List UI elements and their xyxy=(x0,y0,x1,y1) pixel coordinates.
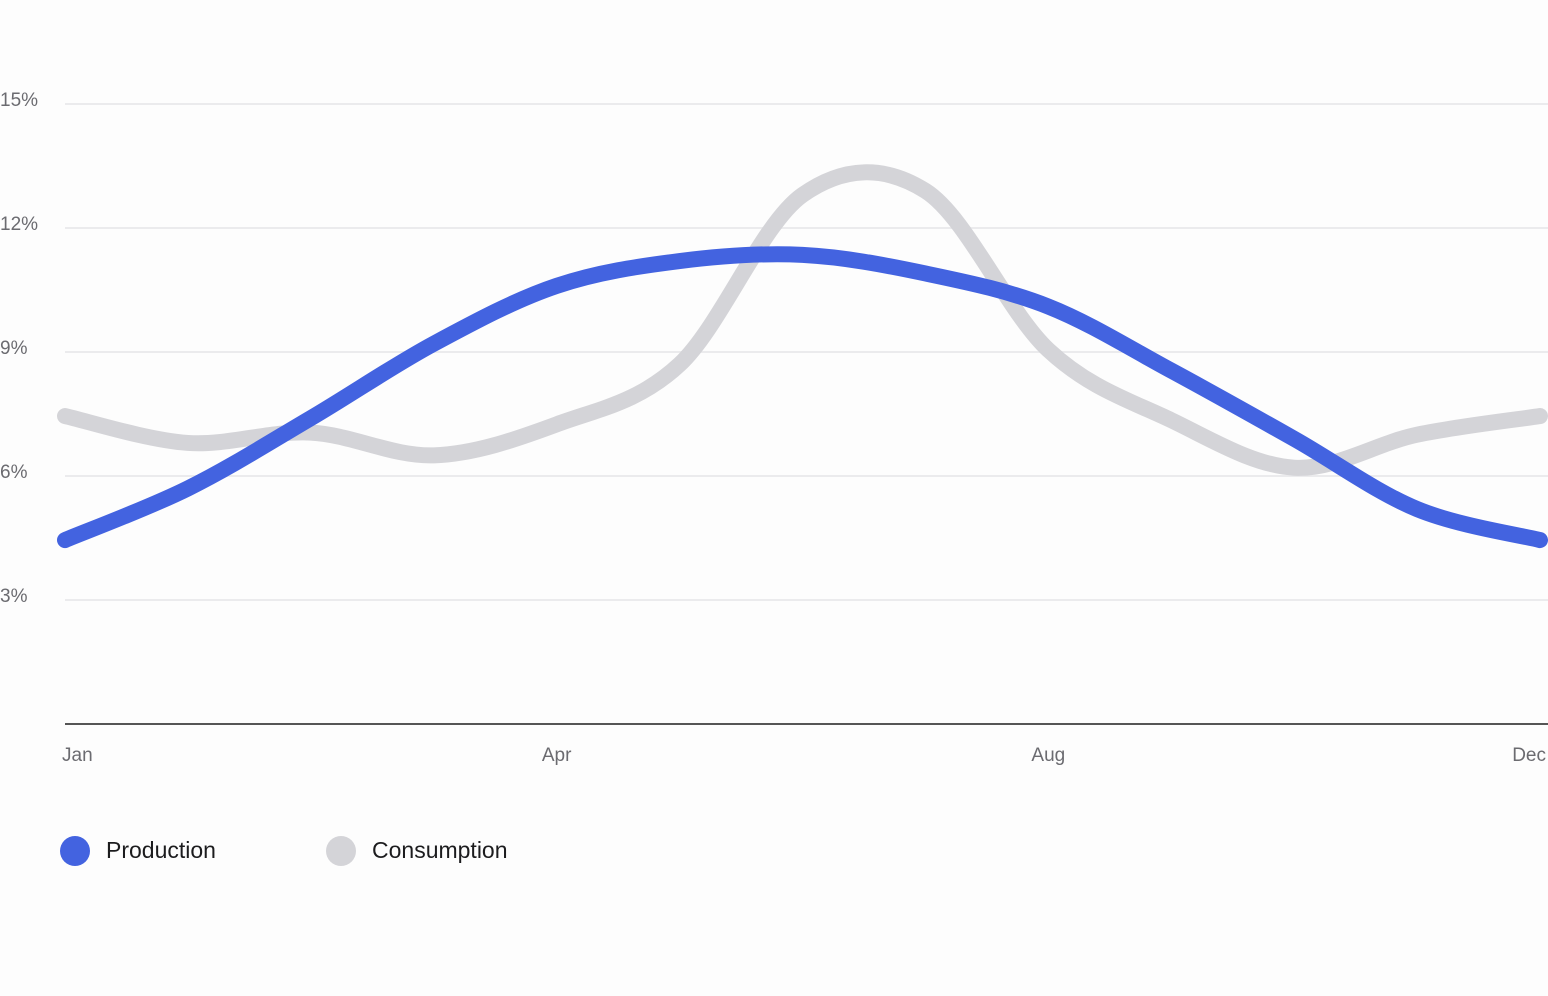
series-line xyxy=(57,164,1548,476)
x-tick-label: Dec xyxy=(1512,745,1546,766)
legend-swatch xyxy=(326,836,356,866)
x-tick-label: Jan xyxy=(62,745,93,766)
series-line xyxy=(57,246,1548,549)
y-tick-label: 9% xyxy=(0,338,28,359)
y-tick-label: 6% xyxy=(0,462,28,483)
legend-swatch xyxy=(60,836,90,866)
y-tick-label: 3% xyxy=(0,586,28,607)
x-tick-label: Apr xyxy=(542,745,572,766)
y-tick-label: 12% xyxy=(0,214,38,235)
legend-label: Consumption xyxy=(372,837,508,863)
legend-label: Production xyxy=(106,837,216,863)
y-tick-label: 15% xyxy=(0,90,38,111)
x-tick-label: Aug xyxy=(1031,745,1065,766)
